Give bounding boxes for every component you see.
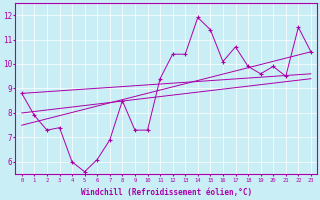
X-axis label: Windchill (Refroidissement éolien,°C): Windchill (Refroidissement éolien,°C)	[81, 188, 252, 197]
